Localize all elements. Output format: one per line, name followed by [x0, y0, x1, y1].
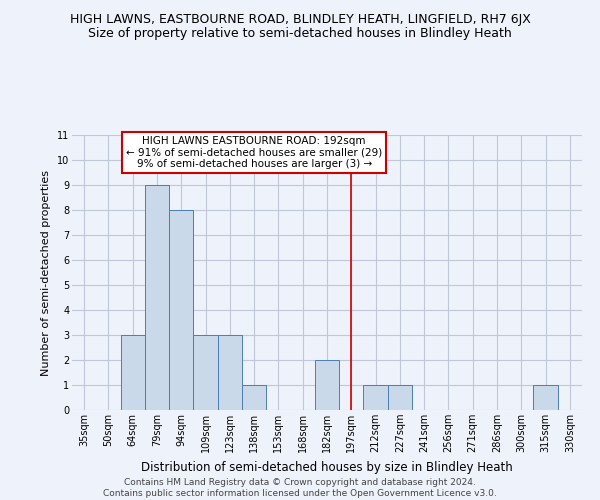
Text: Size of property relative to semi-detached houses in Blindley Heath: Size of property relative to semi-detach…: [88, 28, 512, 40]
Bar: [218, 335, 242, 410]
Bar: [364, 385, 388, 410]
Bar: [242, 385, 266, 410]
Text: Contains HM Land Registry data © Crown copyright and database right 2024.
Contai: Contains HM Land Registry data © Crown c…: [103, 478, 497, 498]
Text: HIGH LAWNS, EASTBOURNE ROAD, BLINDLEY HEATH, LINGFIELD, RH7 6JX: HIGH LAWNS, EASTBOURNE ROAD, BLINDLEY HE…: [70, 12, 530, 26]
Bar: [533, 385, 558, 410]
Bar: [145, 185, 169, 410]
Bar: [388, 385, 412, 410]
Bar: [193, 335, 218, 410]
Bar: [121, 335, 145, 410]
Bar: [315, 360, 339, 410]
Text: HIGH LAWNS EASTBOURNE ROAD: 192sqm
← 91% of semi-detached houses are smaller (29: HIGH LAWNS EASTBOURNE ROAD: 192sqm ← 91%…: [126, 136, 382, 169]
Bar: [169, 210, 193, 410]
Y-axis label: Number of semi-detached properties: Number of semi-detached properties: [41, 170, 52, 376]
X-axis label: Distribution of semi-detached houses by size in Blindley Heath: Distribution of semi-detached houses by …: [141, 460, 513, 473]
